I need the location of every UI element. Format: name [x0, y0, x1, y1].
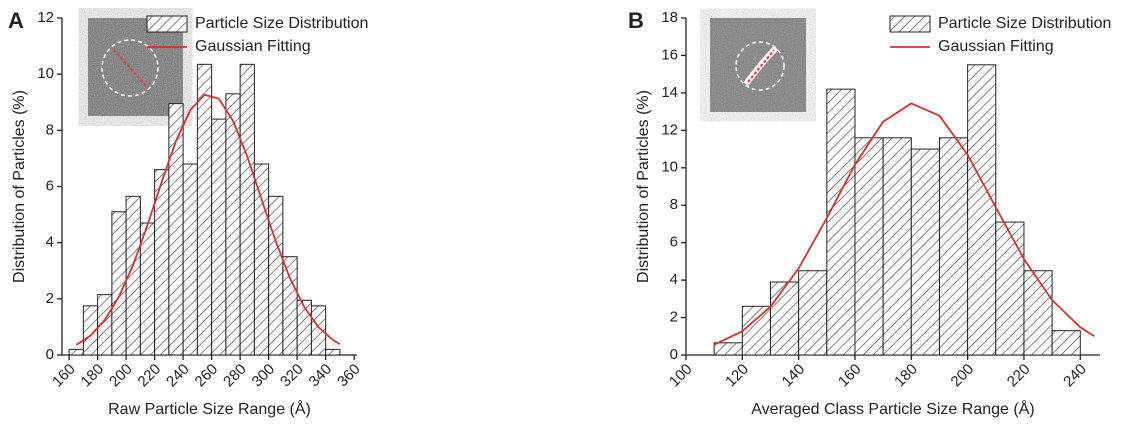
- legend-label: Gaussian Fitting: [195, 38, 311, 55]
- panel-label: A: [8, 8, 24, 33]
- inset-image-a: [88, 18, 183, 116]
- histogram-bar: [995, 221, 1025, 356]
- y-tick-label: 8: [670, 196, 678, 213]
- histogram-bar: [139, 222, 156, 356]
- x-tick-label: 260: [192, 361, 222, 391]
- y-tick-label: 10: [37, 65, 54, 82]
- histogram-bar: [196, 63, 213, 356]
- y-tick-label: 0: [46, 346, 54, 363]
- y-tick-label: 16: [661, 46, 678, 63]
- x-tick-label: 220: [135, 361, 165, 391]
- y-tick-label: 0: [670, 346, 678, 363]
- histogram-bar: [967, 64, 997, 356]
- x-tick-label: 240: [1060, 361, 1090, 391]
- histogram-bar: [741, 305, 771, 356]
- x-tick-label: 240: [163, 361, 193, 391]
- histogram-bar: [310, 305, 327, 356]
- x-tick-label: 280: [220, 361, 250, 391]
- x-tick-label: 320: [277, 361, 307, 391]
- y-tick-label: 6: [670, 234, 678, 251]
- y-tick-label: 2: [46, 290, 54, 307]
- histogram-bar: [938, 137, 969, 356]
- panel-label: B: [628, 8, 644, 33]
- y-axis-label: Distribution of Particles (%): [635, 90, 652, 283]
- histogram-bar: [325, 348, 341, 356]
- x-tick-label: 360: [334, 361, 364, 391]
- histogram-bar: [1023, 270, 1053, 356]
- histogram-bar: [854, 137, 884, 356]
- y-tick-label: 14: [661, 84, 678, 101]
- histogram-bar: [826, 88, 856, 356]
- y-tick-label: 2: [670, 309, 678, 326]
- histogram-bar: [182, 163, 198, 356]
- inset-image-b: [710, 18, 806, 112]
- x-tick-label: 200: [948, 361, 978, 391]
- x-axis-label: Raw Particle Size Range (Å): [108, 399, 311, 418]
- x-tick-label: 140: [779, 361, 809, 391]
- histogram-bar: [253, 163, 270, 356]
- histogram-bar: [769, 281, 800, 356]
- histogram-bar: [68, 348, 84, 356]
- histogram-bar: [282, 256, 298, 356]
- x-tick-label: 160: [835, 361, 865, 391]
- x-tick-label: 100: [666, 361, 696, 391]
- histogram-bar: [882, 137, 912, 356]
- x-tick-label: 220: [1004, 361, 1034, 391]
- legend-swatch: [146, 15, 188, 33]
- legend-label: Particle Size Distribution: [195, 15, 368, 32]
- y-axis-label: Distribution of Particles (%): [11, 90, 28, 283]
- x-axis-label: Averaged Class Particle Size Range (Å): [751, 399, 1034, 418]
- histogram-bar: [239, 63, 255, 356]
- legend-label: Gaussian Fitting: [938, 38, 1054, 55]
- fit-line: [75, 93, 341, 346]
- y-tick-label: 8: [46, 121, 54, 138]
- histogram-bar: [268, 195, 284, 356]
- histogram-bar: [910, 148, 940, 356]
- x-tick-label: 120: [722, 361, 752, 391]
- y-tick-label: 18: [661, 9, 678, 26]
- x-tick-label: 180: [78, 361, 108, 391]
- y-tick-label: 12: [661, 121, 678, 138]
- histogram-bar: [1051, 330, 1081, 356]
- fit-line: [713, 102, 1095, 346]
- histogram-bar: [713, 342, 743, 356]
- y-tick-label: 4: [46, 234, 54, 251]
- y-tick-label: 12: [37, 9, 54, 26]
- x-tick-label: 180: [891, 361, 921, 391]
- histogram-bar: [798, 270, 828, 356]
- histogram-bar: [211, 118, 227, 356]
- legend-label: Particle Size Distribution: [938, 15, 1111, 32]
- x-tick-label: 340: [306, 361, 336, 391]
- y-tick-label: 6: [46, 177, 54, 194]
- x-tick-label: 160: [49, 361, 79, 391]
- y-tick-label: 10: [661, 159, 678, 176]
- x-tick-label: 300: [249, 361, 279, 391]
- x-tick-label: 200: [106, 361, 136, 391]
- y-tick-label: 4: [670, 271, 678, 288]
- legend-swatch: [889, 15, 931, 33]
